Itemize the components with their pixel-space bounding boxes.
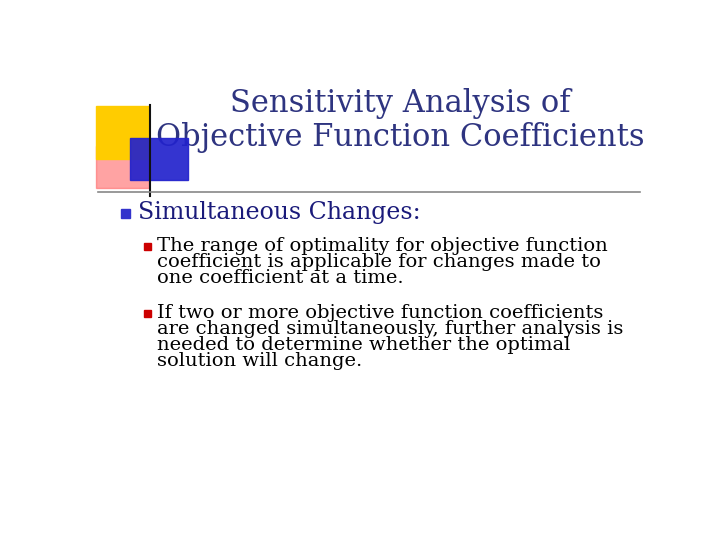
Text: are changed simultaneously, further analysis is: are changed simultaneously, further anal… — [157, 320, 623, 338]
Bar — [144, 309, 151, 316]
Text: If two or more objective function coefficients: If two or more objective function coeffi… — [157, 303, 603, 322]
Text: Sensitivity Analysis of: Sensitivity Analysis of — [230, 88, 570, 119]
Text: needed to determine whether the optimal: needed to determine whether the optimal — [157, 336, 570, 354]
Text: Simultaneous Changes:: Simultaneous Changes: — [138, 201, 420, 224]
Bar — [130, 138, 189, 180]
Bar — [96, 106, 149, 159]
Text: coefficient is applicable for changes made to: coefficient is applicable for changes ma… — [157, 253, 600, 271]
Bar — [121, 209, 130, 218]
Text: The range of optimality for objective function: The range of optimality for objective fu… — [157, 237, 608, 255]
Bar — [144, 242, 151, 249]
Text: Objective Function Coefficients: Objective Function Coefficients — [156, 123, 644, 153]
Text: one coefficient at a time.: one coefficient at a time. — [157, 269, 403, 287]
Text: solution will change.: solution will change. — [157, 352, 362, 370]
Bar — [96, 146, 149, 188]
